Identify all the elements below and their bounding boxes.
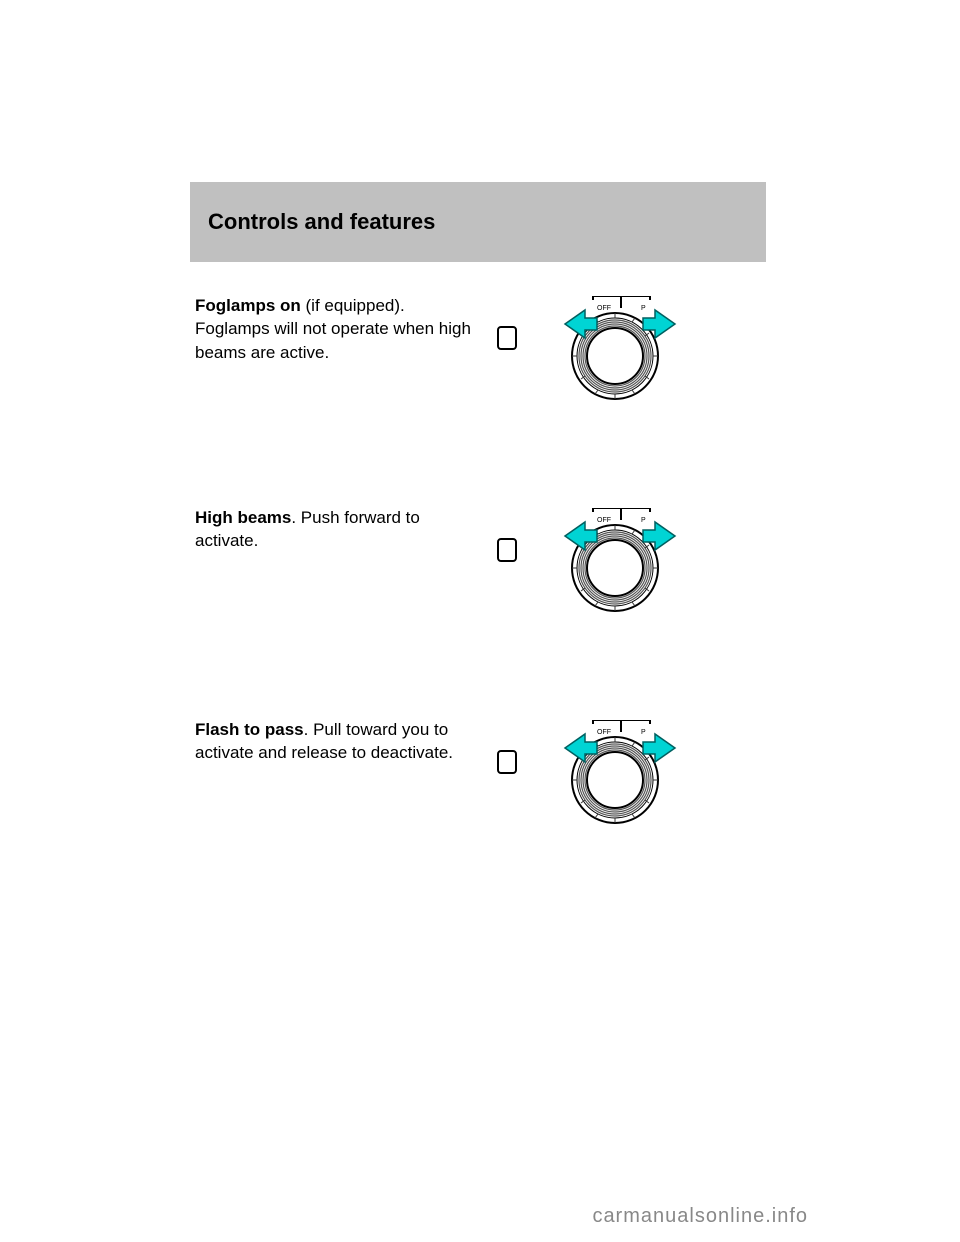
feature-row: Foglamps on (if equipped). Foglamps will… <box>195 294 755 401</box>
knob-diagram: OFF P <box>555 508 687 613</box>
diagram-col: OFF P <box>477 294 727 401</box>
knob-diagram: OFF P <box>555 296 687 401</box>
content-area: Foglamps on (if equipped). Foglamps will… <box>195 294 755 930</box>
page: Controls and features Foglamps on (if eq… <box>0 0 960 1242</box>
feature-text: High beams. Push forward to activate. <box>195 506 477 553</box>
label-off: OFF <box>597 305 611 312</box>
header-title: Controls and features <box>208 209 435 235</box>
feature-text: Flash to pass. Pull toward you to activa… <box>195 718 477 765</box>
diagram-col: OFF P <box>477 506 727 613</box>
switch-icon <box>497 326 517 350</box>
svg-text:OFF: OFF <box>597 729 611 736</box>
feature-text: Foglamps on (if equipped). Foglamps will… <box>195 294 477 364</box>
svg-text:P: P <box>641 729 646 736</box>
watermark: carmanualsonline.info <box>592 1205 808 1228</box>
switch-icon <box>497 750 517 774</box>
switch-icon <box>497 538 517 562</box>
feature-row: Flash to pass. Pull toward you to activa… <box>195 718 755 825</box>
svg-text:OFF: OFF <box>597 517 611 524</box>
label-p: P <box>641 305 646 312</box>
diagram-col: OFF P <box>477 718 727 825</box>
header-bar: Controls and features <box>190 182 766 262</box>
svg-text:P: P <box>641 517 646 524</box>
feature-row: High beams. Push forward to activate. <box>195 506 755 613</box>
knob-diagram: OFF P <box>555 720 687 825</box>
